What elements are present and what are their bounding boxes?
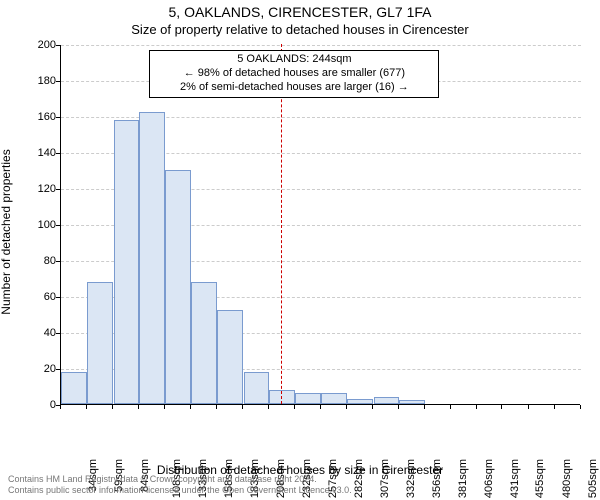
histogram-bar [321,393,347,404]
chart-title-sub: Size of property relative to detached ho… [0,22,600,37]
y-tick-label: 20 [16,363,56,375]
reference-line [281,44,282,404]
histogram-bar [61,372,87,404]
x-tick-mark [320,405,321,409]
x-tick-mark [450,405,451,409]
y-tick-label: 40 [16,327,56,339]
histogram-bar [399,400,425,404]
histogram-bar [244,372,270,404]
x-tick-mark [112,405,113,409]
y-tick-label: 60 [16,291,56,303]
y-tick-label: 180 [16,75,56,87]
x-tick-mark [346,405,347,409]
x-tick-mark [554,405,555,409]
x-tick-mark [398,405,399,409]
x-tick-mark [164,405,165,409]
x-tick-mark [190,405,191,409]
y-tick-mark [56,117,60,118]
x-tick-mark [294,405,295,409]
grid-line [61,45,581,46]
y-tick-mark [56,153,60,154]
histogram-bar [347,399,373,404]
x-tick-mark [476,405,477,409]
y-tick-mark [56,45,60,46]
x-tick-mark [424,405,425,409]
y-tick-mark [56,225,60,226]
histogram-bar [114,120,140,404]
credits-text: Contains HM Land Registry data © Crown c… [8,474,352,496]
y-tick-mark [56,333,60,334]
chart-root: 5, OAKLANDS, CIRENCESTER, GL7 1FA Size o… [0,0,600,500]
y-tick-label: 120 [16,183,56,195]
y-axis-label: Number of detached properties [0,149,13,314]
histogram-bar [217,310,243,404]
x-tick-mark [501,405,502,409]
y-tick-mark [56,261,60,262]
histogram-bar [374,397,400,404]
y-tick-label: 140 [16,147,56,159]
y-tick-label: 100 [16,219,56,231]
plot-area: 5 OAKLANDS: 244sqm← 98% of detached hous… [60,45,580,405]
x-tick-mark [216,405,217,409]
histogram-bar [191,282,217,404]
histogram-bar [165,170,191,404]
credits-line-1: Contains HM Land Registry data © Crown c… [8,474,352,485]
x-tick-mark [268,405,269,409]
y-tick-mark [56,81,60,82]
y-tick-label: 160 [16,111,56,123]
y-tick-label: 80 [16,255,56,267]
histogram-bar [295,393,321,404]
y-tick-label: 200 [16,39,56,51]
x-tick-mark [528,405,529,409]
annotation-line-3: 2% of semi-detached houses are larger (1… [154,81,434,95]
y-tick-mark [56,189,60,190]
x-tick-mark [580,405,581,409]
histogram-bar [87,282,113,404]
chart-title-main: 5, OAKLANDS, CIRENCESTER, GL7 1FA [0,4,600,20]
credits-line-2: Contains public sector information licen… [8,485,352,496]
histogram-bar [139,112,165,404]
y-tick-mark [56,297,60,298]
x-tick-mark [372,405,373,409]
y-tick-label: 0 [16,399,56,411]
x-tick-mark [242,405,243,409]
annotation-line-2: ← 98% of detached houses are smaller (67… [154,67,434,81]
y-tick-mark [56,369,60,370]
x-tick-mark [86,405,87,409]
x-tick-mark [138,405,139,409]
annotation-box: 5 OAKLANDS: 244sqm← 98% of detached hous… [149,50,439,97]
x-tick-mark [60,405,61,409]
annotation-line-1: 5 OAKLANDS: 244sqm [154,53,434,67]
